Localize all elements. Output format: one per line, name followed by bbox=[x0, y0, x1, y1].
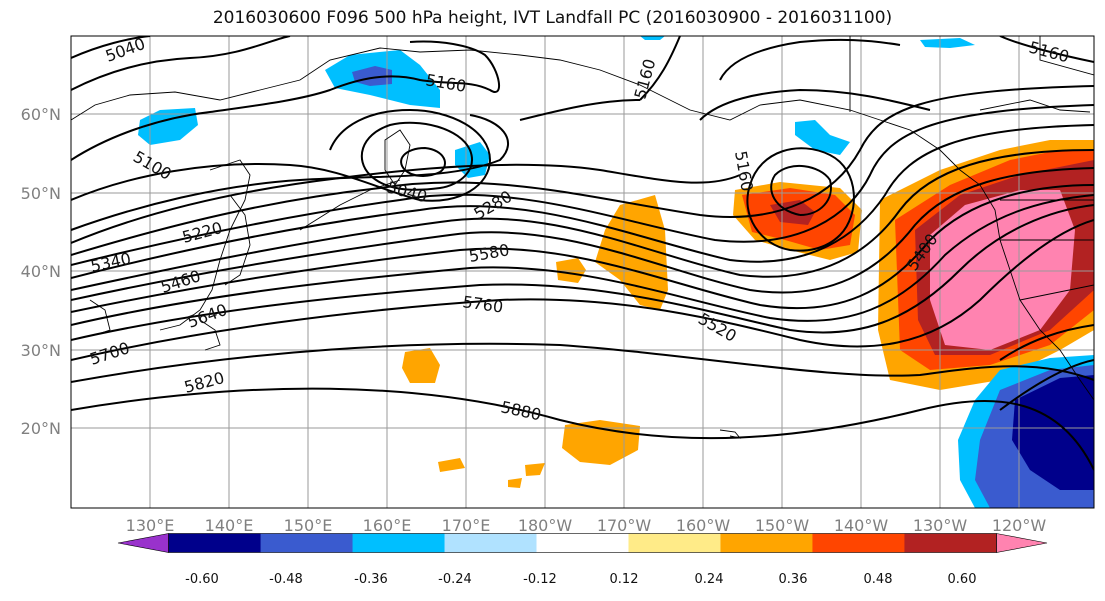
lat-tick: 60°N bbox=[21, 105, 61, 124]
map-frame bbox=[70, 35, 1095, 509]
lon-tick: 160°E bbox=[363, 516, 412, 535]
lat-tick: 20°N bbox=[21, 419, 61, 438]
lon-tick: 130°W bbox=[913, 516, 968, 535]
lon-tick: 150°W bbox=[755, 516, 810, 535]
colorbar-tick-label: -0.60 bbox=[185, 572, 219, 587]
colorbar-segment bbox=[628, 533, 721, 553]
colorbar-segment bbox=[168, 533, 262, 553]
colorbar-tick-label: -0.12 bbox=[523, 572, 557, 587]
lon-tick: 170°W bbox=[597, 516, 652, 535]
colorbar-tick-label: 0.36 bbox=[779, 572, 808, 587]
lat-tick: 50°N bbox=[21, 184, 61, 203]
colorbar-segment bbox=[260, 533, 354, 553]
colorbar-segment bbox=[444, 533, 538, 553]
lon-tick: 130°E bbox=[126, 516, 175, 535]
height-contours bbox=[71, 36, 1094, 471]
colorbar bbox=[117, 533, 1048, 553]
latitude-ticks: 60°N 50°N 40°N 30°N 20°N bbox=[21, 105, 61, 438]
lon-tick: 160°W bbox=[676, 516, 731, 535]
colorbar-extension-high bbox=[996, 533, 1048, 553]
ivt-negative-shading bbox=[138, 36, 1094, 508]
colorbar-tick-label: 0.48 bbox=[864, 572, 893, 587]
colorbar-tick-label: -0.48 bbox=[269, 572, 303, 587]
coastlines bbox=[71, 36, 1094, 439]
colorbar-tick-label: -0.24 bbox=[438, 572, 472, 587]
lon-tick: 120°W bbox=[992, 516, 1047, 535]
map-panel: 5040 5160 5160 5160 5100 5040 5160 5280 … bbox=[71, 36, 1094, 508]
map-title: 2016030600 F096 500 hPa height, IVT Land… bbox=[212, 8, 893, 28]
lon-tick: 140°E bbox=[205, 516, 254, 535]
lon-tick: 180°W bbox=[518, 516, 573, 535]
colorbar-frame bbox=[168, 533, 997, 553]
colorbar-segment bbox=[536, 533, 629, 553]
colorbar-extension-low bbox=[117, 533, 169, 553]
lon-tick: 150°E bbox=[284, 516, 333, 535]
longitude-ticks: 130°E 140°E 150°E 160°E 170°E 180°W 170°… bbox=[126, 516, 1047, 535]
colorbar-labels: -0.60 -0.48 -0.36 -0.24 -0.12 0.12 0.24 … bbox=[185, 572, 976, 587]
colorbar-tick-label: -0.36 bbox=[354, 572, 388, 587]
colorbar-tick-label: 0.24 bbox=[695, 572, 724, 587]
colorbar-segment bbox=[352, 533, 446, 553]
colorbar-tick-label: 0.60 bbox=[948, 572, 977, 587]
colorbar-segment bbox=[904, 533, 997, 553]
colorbar-segment bbox=[812, 533, 905, 553]
colorbar-segment bbox=[720, 533, 813, 553]
lon-tick: 140°W bbox=[834, 516, 889, 535]
lat-tick: 30°N bbox=[21, 341, 61, 360]
lon-tick: 170°E bbox=[442, 516, 491, 535]
colorbar-tick-label: 0.12 bbox=[610, 572, 639, 587]
lat-tick: 40°N bbox=[21, 262, 61, 281]
